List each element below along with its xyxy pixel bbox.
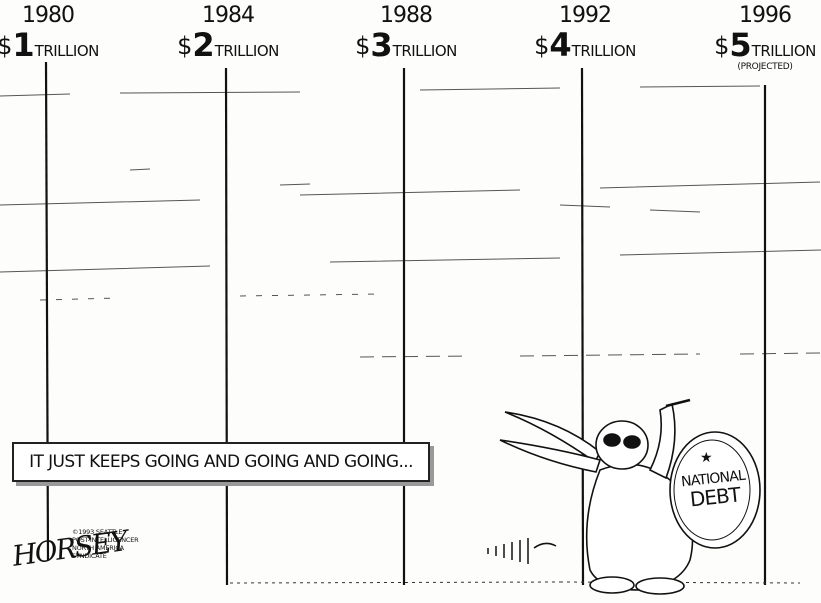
- year-label: 1988: [380, 3, 433, 28]
- header-1996: 1996 $5TRILLION (PROJECTED): [690, 3, 821, 73]
- artist-credit: HORSEY ©1993 SEATTLE POST-INTELLIGENCER …: [10, 524, 182, 584]
- header-1988: 1988 $3TRILLION: [331, 4, 481, 68]
- copyright-line: NORTH AMERICA: [72, 544, 124, 552]
- projected-note: (PROJECTED): [737, 62, 793, 72]
- amount-label: $3TRILLION: [355, 26, 457, 64]
- header-1984: 1984 $2TRILLION: [153, 4, 303, 68]
- amount-label: $2TRILLION: [177, 26, 279, 64]
- copyright-lines: ©1993 SEATTLE POST-INTELLIGENCER NORTH A…: [72, 528, 139, 560]
- copyright-line: POST-INTELLIGENCER: [72, 536, 139, 544]
- amount-label: $4TRILLION: [534, 26, 636, 64]
- ground-line: [229, 581, 801, 584]
- caption-box: IT JUST KEEPS GOING AND GOING AND GOING.…: [12, 442, 430, 482]
- year-label: 1984: [202, 3, 255, 28]
- caption-text: IT JUST KEEPS GOING AND GOING AND GOING.…: [29, 452, 413, 472]
- motion-lines: [487, 538, 557, 564]
- amount-label: $1TRILLION: [0, 26, 99, 64]
- copyright-line: SYNDICATE: [72, 552, 107, 560]
- header-1992: 1992 $4TRILLION: [510, 4, 660, 68]
- star-icon: ★: [700, 450, 713, 466]
- header-1980: 1980 $1TRILLION: [0, 4, 123, 68]
- amount-label: $5TRILLION: [714, 26, 816, 64]
- year-label: 1996: [739, 3, 792, 28]
- background-hatch-lines: [0, 85, 821, 358]
- copyright-line: ©1993 SEATTLE: [72, 528, 123, 536]
- bunny-illustration: ★: [499, 398, 761, 595]
- year-label: 1980: [22, 3, 75, 28]
- year-label: 1992: [559, 3, 612, 28]
